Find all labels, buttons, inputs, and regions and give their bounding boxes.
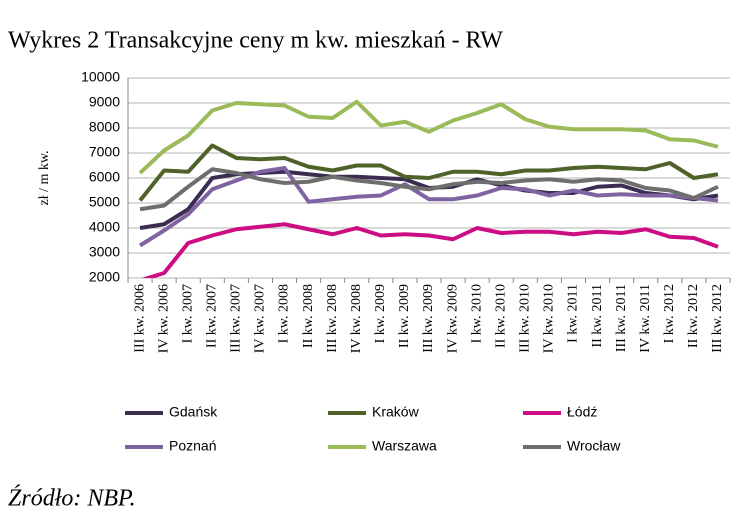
y-tick-label: 10000	[81, 69, 120, 85]
legend-label: Gdańsk	[169, 404, 218, 420]
y-tick-label: 2000	[89, 269, 120, 285]
series-line	[138, 99, 719, 175]
series-line	[141, 222, 719, 278]
x-tick-label: I kw. 2011	[566, 284, 581, 343]
y-tick-label: 9000	[89, 94, 120, 110]
x-tick-label: II kw. 2011	[590, 284, 605, 348]
y-tick-label: 8000	[89, 119, 120, 135]
x-tick-label: III kw. 2011	[614, 284, 629, 352]
x-tick-label: IV kw. 2009	[445, 284, 460, 353]
x-tick-label: II kw. 2008	[301, 284, 316, 348]
x-tick-label: II kw. 2007	[204, 284, 219, 348]
x-tick-label: II kw. 2010	[493, 284, 508, 348]
y-axis-label: zł / m kw.	[37, 150, 52, 205]
y-tick-label: 5000	[89, 194, 120, 210]
x-tick-label: III kw. 2010	[518, 284, 533, 353]
x-tick-label: I kw. 2012	[662, 284, 677, 343]
x-tick-label: III kw. 2008	[325, 284, 340, 353]
y-tick-label: 6000	[89, 169, 120, 185]
source: Źródło: NBP.	[8, 486, 136, 512]
x-tick-label: I kw. 2010	[469, 284, 484, 343]
y-tick-label: 3000	[89, 244, 120, 260]
x-tick-label: IV kw. 2007	[253, 284, 268, 353]
series-line	[138, 166, 719, 248]
x-tick-label: III kw. 2006	[132, 284, 147, 353]
legend-label: Łódź	[567, 404, 597, 420]
x-tick-label: I kw. 2008	[277, 284, 292, 343]
x-tick-label: IV kw. 2011	[638, 284, 653, 353]
x-tick-label: I kw. 2009	[373, 284, 388, 343]
x-tick-label: III kw. 2012	[710, 284, 725, 353]
legend-label: Poznań	[169, 438, 216, 454]
y-tick-label: 4000	[89, 219, 120, 235]
x-tick-label: IV kw. 2006	[156, 284, 171, 353]
legend-label: Warszawa	[372, 438, 437, 454]
x-tick-label: II kw. 2012	[686, 284, 701, 348]
series-line	[139, 167, 719, 212]
x-tick-label: IV kw. 2008	[349, 284, 364, 353]
x-tick-label: IV kw. 2010	[542, 284, 557, 353]
y-tick-label: 7000	[89, 144, 120, 160]
x-tick-label: III kw. 2007	[229, 284, 244, 353]
x-tick-label: III kw. 2009	[421, 284, 436, 353]
x-tick-label: I kw. 2007	[180, 284, 195, 343]
chart-title: Wykres 2 Transakcyjne ceny m kw. mieszka…	[8, 28, 503, 54]
legend-label: Kraków	[372, 404, 420, 420]
x-tick-label: II kw. 2009	[397, 284, 412, 348]
series-line	[138, 143, 719, 202]
legend-label: Wrocław	[567, 438, 621, 454]
